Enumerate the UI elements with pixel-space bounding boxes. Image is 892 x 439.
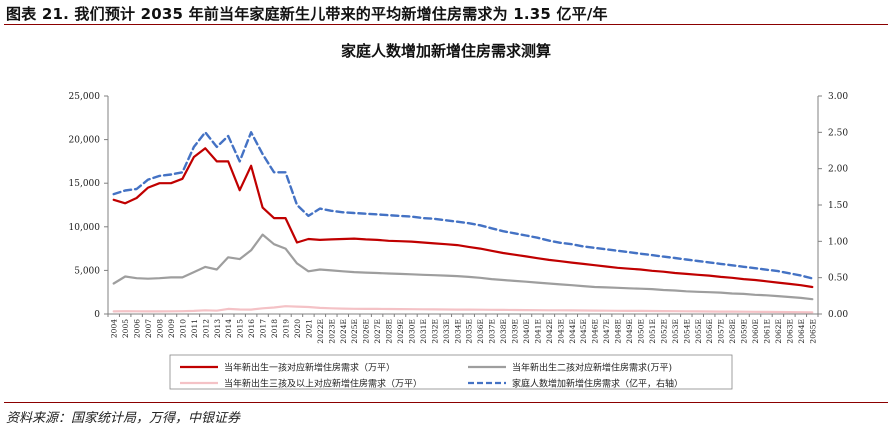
right-tick-label: 3.00 bbox=[828, 92, 848, 102]
x-tick-label: 2037E bbox=[488, 319, 497, 344]
x-tick-label: 2040E bbox=[522, 319, 531, 344]
x-tick-label: 2013 bbox=[213, 319, 222, 338]
bottom-rule bbox=[4, 402, 888, 403]
x-tick-label: 2056E bbox=[705, 319, 714, 344]
left-tick-label: 25,000 bbox=[69, 92, 101, 102]
x-tick-label: 2027E bbox=[373, 319, 382, 344]
x-tick-label: 2049E bbox=[625, 319, 634, 344]
x-tick-label: 2009 bbox=[167, 319, 176, 338]
right-tick-label: 0.50 bbox=[828, 274, 848, 284]
x-tick-label: 2044E bbox=[568, 319, 577, 344]
x-tick-label: 2051E bbox=[648, 319, 657, 344]
x-tick-label: 2019 bbox=[282, 319, 291, 338]
right-tick-label: 1.50 bbox=[828, 201, 848, 211]
x-tick-label: 2045E bbox=[579, 319, 588, 344]
left-tick-label: 10,000 bbox=[69, 223, 101, 233]
x-tick-label: 2029E bbox=[396, 319, 405, 344]
chart-title: 家庭人数增加新增住房需求测算 bbox=[341, 42, 551, 60]
right-tick-label: 1.00 bbox=[828, 237, 848, 247]
x-tick-label: 2041E bbox=[533, 319, 542, 344]
x-tick-label: 2030E bbox=[407, 319, 416, 344]
series-line-3 bbox=[112, 305, 814, 314]
x-tick-label: 2018 bbox=[270, 319, 279, 338]
x-tick-label: 2031E bbox=[419, 319, 428, 344]
x-tick-label: 2060E bbox=[751, 319, 760, 344]
x-tick-label: 2043E bbox=[556, 319, 565, 344]
x-tick-label: 2048E bbox=[614, 319, 623, 344]
x-tick-label: 2004 bbox=[110, 319, 119, 338]
x-tick-label: 2054E bbox=[682, 319, 691, 344]
legend-label: 当年新出生二孩对应新增住房需求(万平) bbox=[512, 362, 672, 374]
x-tick-label: 2015 bbox=[236, 319, 245, 338]
x-tick-label: 2026E bbox=[362, 319, 371, 344]
x-tick-label: 2024E bbox=[339, 319, 348, 344]
x-tick-label: 2014 bbox=[224, 319, 233, 338]
x-tick-label: 2035E bbox=[465, 319, 474, 344]
x-tick-label: 2053E bbox=[671, 319, 680, 344]
x-tick-label: 2042E bbox=[545, 319, 554, 344]
x-tick-label: 2012 bbox=[201, 319, 210, 338]
right-tick-label: 0.00 bbox=[828, 310, 848, 320]
x-tick-label: 2022E bbox=[316, 319, 325, 344]
x-tick-label: 2061E bbox=[762, 319, 771, 344]
series-line-2 bbox=[112, 233, 814, 301]
x-tick-label: 2038E bbox=[499, 319, 508, 344]
x-tick-label: 2025E bbox=[350, 319, 359, 344]
series-line-4 bbox=[112, 131, 814, 280]
x-tick-label: 2039E bbox=[511, 319, 520, 344]
x-tick-label: 2011 bbox=[190, 319, 199, 338]
x-tick-label: 2057E bbox=[717, 319, 726, 344]
x-tick-label: 2032E bbox=[430, 319, 439, 344]
left-tick-label: 20,000 bbox=[69, 136, 101, 146]
x-tick-label: 2058E bbox=[728, 319, 737, 344]
top-rule bbox=[4, 24, 888, 25]
series-line-1 bbox=[112, 147, 814, 289]
x-tick-label: 2023E bbox=[327, 319, 336, 344]
legend-box bbox=[169, 354, 733, 390]
x-tick-label: 2036E bbox=[476, 319, 485, 344]
x-tick-label: 2028E bbox=[385, 319, 394, 344]
x-tick-label: 2050E bbox=[637, 319, 646, 344]
x-tick-label: 2055E bbox=[694, 319, 703, 344]
x-tick-label: 2065E bbox=[808, 319, 817, 344]
x-tick-label: 2047E bbox=[602, 319, 611, 344]
x-tick-label: 2034E bbox=[453, 319, 462, 344]
left-tick-label: 5,000 bbox=[74, 266, 100, 276]
x-tick-label: 2052E bbox=[659, 319, 668, 344]
x-tick-label: 2006 bbox=[133, 319, 142, 338]
x-tick-label: 2017 bbox=[259, 319, 268, 338]
legend-label: 当年新出生一孩对应新增住房需求（万平） bbox=[224, 362, 395, 374]
x-tick-label: 2064E bbox=[797, 319, 806, 344]
x-tick-label: 2059E bbox=[740, 319, 749, 344]
legend-label: 当年新出生三孩及以上对应新增住房需求（万平） bbox=[224, 378, 422, 390]
chart: 家庭人数增加新增住房需求测算 0 5,000 10,000 15,000 20,000 25… bbox=[69, 42, 849, 390]
x-tick-label: 2016 bbox=[247, 319, 256, 338]
x-tick-label: 2062E bbox=[774, 319, 783, 344]
x-tick-label: 2005 bbox=[121, 319, 130, 338]
x-tick-label: 2008 bbox=[156, 319, 165, 338]
figure-title: 图表 21. 我们预计 2035 年前当年家庭新生儿带来的平均新增住房需求为 1… bbox=[6, 5, 608, 23]
x-tick-label: 2063E bbox=[785, 319, 794, 344]
left-tick-label: 15,000 bbox=[69, 179, 101, 189]
legend-label: 家庭人数增加新增住房需求（亿平，右轴） bbox=[512, 378, 683, 390]
x-tick-label: 2021 bbox=[304, 319, 313, 338]
right-tick-label: 2.00 bbox=[828, 165, 848, 175]
left-tick-label: 0 bbox=[94, 310, 100, 320]
x-tick-label: 2033E bbox=[442, 319, 451, 344]
right-tick-label: 2.50 bbox=[828, 128, 848, 138]
x-tick-label: 2046E bbox=[591, 319, 600, 344]
x-tick-label: 2007 bbox=[144, 319, 153, 338]
x-tick-label: 2010 bbox=[178, 319, 187, 338]
source-note: 资料来源：国家统计局，万得，中银证券 bbox=[6, 411, 241, 426]
x-tick-label: 2020 bbox=[293, 319, 302, 338]
